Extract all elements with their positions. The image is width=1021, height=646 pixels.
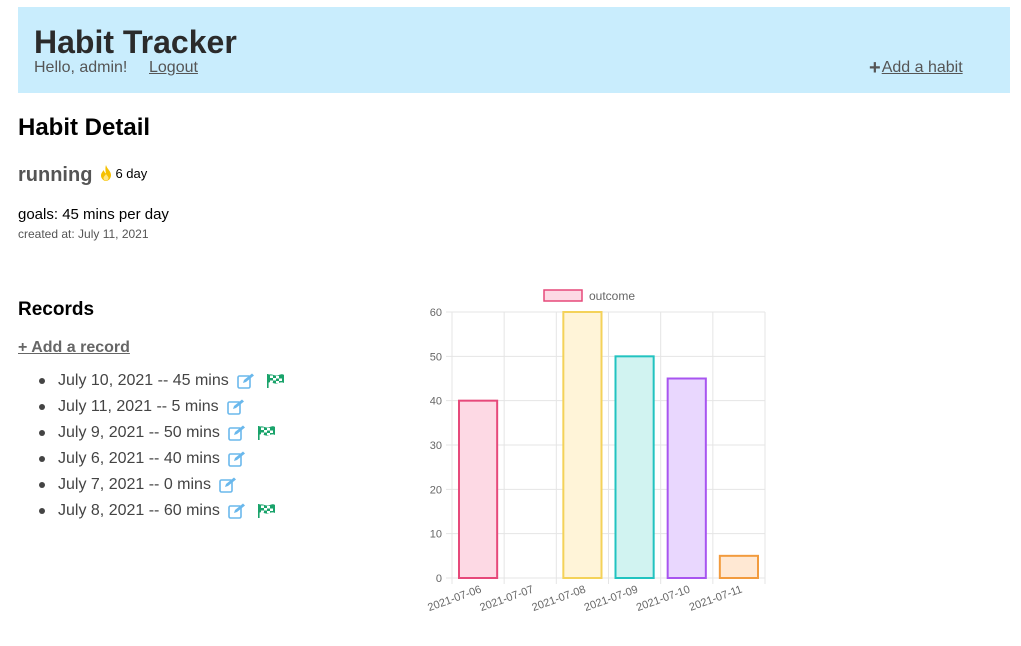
y-tick-label: 50 (430, 351, 442, 363)
bar (614, 355, 655, 580)
habit-created-date: created at: July 11, 2021 (18, 227, 149, 241)
record-text: July 6, 2021 -- 40 mins (58, 450, 220, 467)
checkered-flag-icon (266, 374, 284, 388)
bullet (39, 482, 45, 488)
record-item: July 9, 2021 -- 50 mins (18, 420, 285, 446)
y-tick-label: 60 (430, 307, 442, 319)
edit-icon[interactable] (228, 503, 246, 519)
edit-icon[interactable] (228, 425, 246, 441)
add-record-link[interactable]: + Add a record (18, 339, 130, 356)
record-text: July 9, 2021 -- 50 mins (58, 424, 220, 441)
habit-name: running (18, 164, 93, 186)
record-item: July 10, 2021 -- 45 mins (18, 368, 285, 394)
bullet (39, 508, 45, 514)
fire-icon (101, 165, 112, 181)
record-item: July 11, 2021 -- 5 mins (18, 394, 285, 420)
bullet (39, 404, 45, 410)
bullet (39, 430, 45, 436)
page-title: Habit Detail (18, 114, 151, 141)
app-header: Habit Tracker Hello, admin! Logout + Add… (18, 7, 1010, 93)
y-tick-label: 0 (436, 573, 442, 585)
edit-icon[interactable] (226, 399, 245, 415)
record-text: July 8, 2021 -- 60 mins (58, 502, 220, 519)
record-text: July 7, 2021 -- 0 mins (58, 476, 211, 493)
greeting-text: Hello, admin! (34, 59, 128, 76)
x-tick-label: 2021-07-09 (583, 584, 640, 615)
y-tick-label: 10 (430, 529, 442, 541)
x-tick-label: 2021-07-08 (530, 584, 587, 615)
legend-swatch (543, 289, 583, 302)
bar (718, 554, 760, 580)
legend-label: outcome (589, 289, 635, 303)
bullet (39, 378, 45, 384)
record-text: July 10, 2021 -- 45 mins (58, 372, 229, 389)
streak-count: 6 day (115, 165, 148, 181)
outcome-bar-chart: outcome 0 10 20 30 40 50 60 2021-07-062021-07-07… (426, 289, 766, 615)
y-tick-label: 20 (430, 484, 442, 496)
bar (562, 311, 603, 579)
checkered-flag-icon (257, 504, 275, 518)
add-habit-label: Add a habit (881, 59, 963, 76)
record-list: July 10, 2021 -- 45 mins July 11, 2021 --… (18, 368, 285, 524)
x-tick-label: 2021-07-06 (426, 584, 483, 615)
records-title: Records (18, 299, 95, 320)
streak-badge: 6 day (100, 165, 147, 181)
habit-goals: goals: 45 mins per day (18, 206, 169, 223)
record-item: July 8, 2021 -- 60 mins (18, 498, 285, 524)
x-tick-label: 2021-07-07 (478, 584, 535, 615)
bar (666, 377, 707, 579)
logout-link[interactable]: Logout (149, 59, 198, 76)
plus-icon: + (869, 57, 881, 79)
x-tick-label: 2021-07-11 (688, 584, 744, 614)
record-item: July 6, 2021 -- 40 mins (18, 446, 285, 472)
record-item: July 7, 2021 -- 0 mins (18, 472, 285, 498)
y-tick-label: 30 (430, 440, 442, 452)
habit-name-row: running 6 day (18, 164, 147, 187)
x-tick-label: 2021-07-10 (635, 584, 692, 615)
bar (458, 399, 499, 579)
bullet (39, 456, 45, 462)
app-title: Habit Tracker (34, 24, 237, 60)
y-tick-label: 40 (430, 396, 442, 408)
add-habit-link[interactable]: + Add a habit (869, 57, 963, 79)
edit-icon[interactable] (219, 477, 237, 493)
record-text: July 11, 2021 -- 5 mins (58, 398, 219, 415)
edit-icon[interactable] (236, 373, 255, 389)
checkered-flag-icon (257, 426, 275, 440)
edit-icon[interactable] (228, 451, 246, 467)
